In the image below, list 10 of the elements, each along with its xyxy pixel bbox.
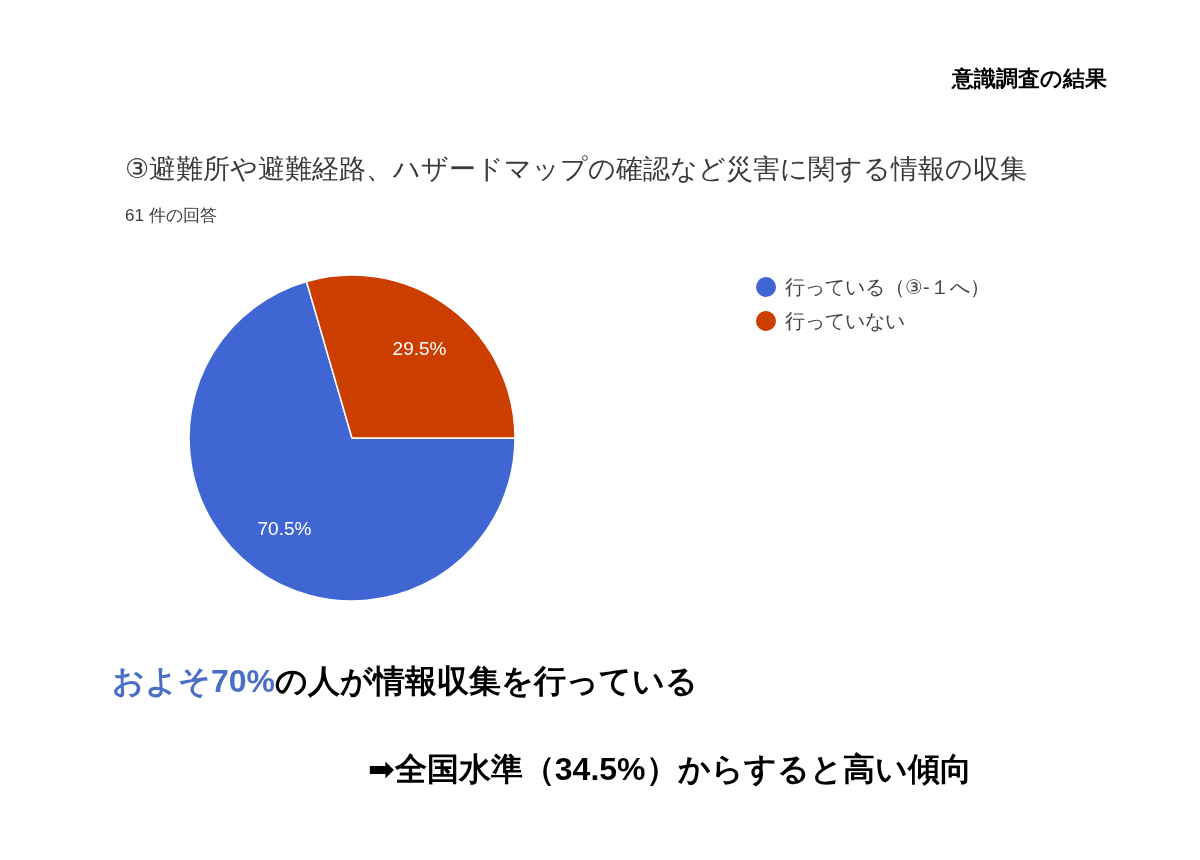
chart-title: ③避難所や避難経路、ハザードマップの確認など災害に関する情報の収集 — [125, 154, 1028, 184]
text: およそ70% — [112, 663, 276, 699]
data-label: 29.5% — [392, 338, 447, 360]
legend-label: 行っていない — [785, 310, 905, 332]
text: 意識調査の結果 — [951, 66, 1108, 91]
chart-subtitle: 61 件の回答 — [125, 206, 217, 225]
data-label: 70.5% — [257, 517, 312, 539]
legend-label: 行っている（③-１へ） — [785, 276, 990, 298]
text: の人が情報収集を行っている — [275, 663, 699, 699]
text: ➡全国水準（34.5%）からすると高い傾向 — [368, 751, 972, 787]
